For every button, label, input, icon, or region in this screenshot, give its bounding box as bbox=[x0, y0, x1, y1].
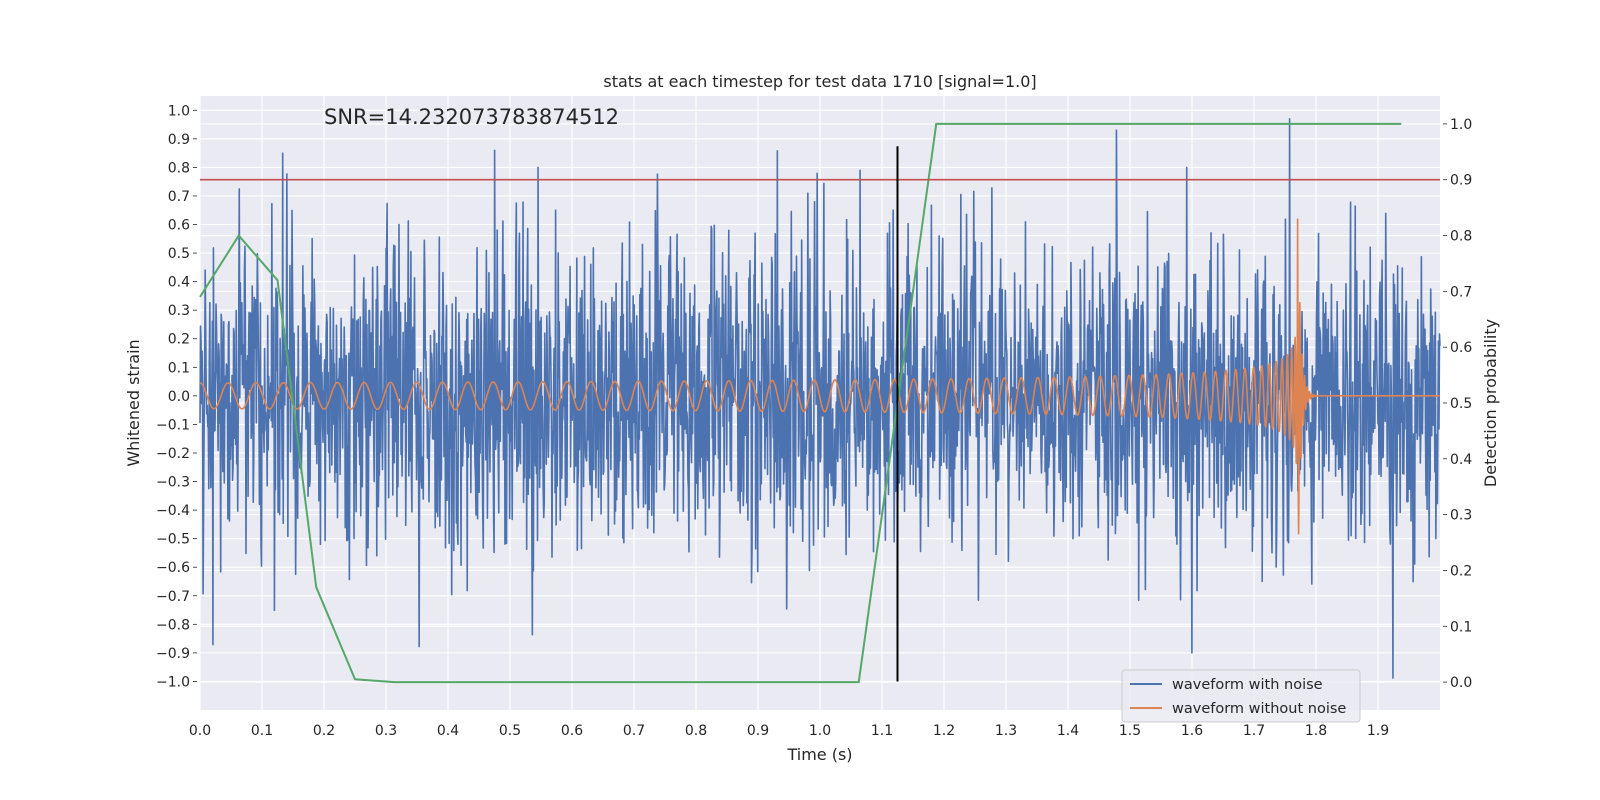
x-tick-label: 0.2 bbox=[313, 723, 335, 739]
y-tick-label-left: 0.4 bbox=[168, 275, 190, 291]
y-tick-label-left: −0.9 bbox=[156, 646, 190, 662]
y-tick-label-right: 0.8 bbox=[1450, 229, 1472, 245]
x-tick-label: 0.6 bbox=[561, 723, 583, 739]
legend-label-clean: waveform without noise bbox=[1172, 701, 1346, 717]
x-tick-label: 0.7 bbox=[623, 723, 645, 739]
y-tick-label-left: −0.3 bbox=[156, 475, 190, 491]
y-tick-label-left: −0.8 bbox=[156, 617, 190, 633]
waveform-without-noise-line bbox=[199, 218, 1441, 535]
series bbox=[199, 118, 1441, 684]
x-tick-label: 0.5 bbox=[499, 723, 521, 739]
y-tick-label-left: 0.8 bbox=[168, 160, 190, 176]
x-tick-label: 0.0 bbox=[189, 723, 211, 739]
y-tick-label-right: 1.0 bbox=[1450, 117, 1472, 133]
legend-label-noise: waveform with noise bbox=[1172, 677, 1323, 693]
legend-box bbox=[1121, 669, 1361, 723]
y-tick-label-left: −0.4 bbox=[156, 503, 190, 519]
x-axis-label: Time (s) bbox=[786, 745, 852, 764]
x-tick-label: 1.5 bbox=[1119, 723, 1141, 739]
y-tick-label-right: 0.5 bbox=[1450, 396, 1472, 412]
y-tick-label-left: 0.3 bbox=[168, 303, 190, 319]
y-tick-label-left: 1.0 bbox=[168, 103, 190, 119]
y-tick-label-right: 0.0 bbox=[1450, 675, 1472, 691]
y-tick-label-left: 0.9 bbox=[168, 132, 190, 148]
y-tick-label-right: 0.2 bbox=[1450, 563, 1472, 579]
y-tick-label-left: 0.7 bbox=[168, 189, 190, 205]
x-tick-label: 0.9 bbox=[747, 723, 769, 739]
x-tick-label: 0.3 bbox=[375, 723, 397, 739]
y-tick-label-left: 0.0 bbox=[168, 389, 190, 405]
chart-title: stats at each timestep for test data 171… bbox=[603, 72, 1036, 91]
y-tick-label-left: −0.5 bbox=[156, 532, 190, 548]
y-ticks-left: 1.0 0.9 0.8 0.7 0.6 0.5 0.4 0.3 0.2 0.1 0.0 −0.1 −0.… bbox=[156, 103, 197, 690]
y-tick-label-left: 0.5 bbox=[168, 246, 190, 262]
x-tick-label: 1.6 bbox=[1181, 723, 1203, 739]
x-tick-label: 0.4 bbox=[437, 723, 459, 739]
y-tick-label-left: −0.1 bbox=[156, 417, 190, 433]
y-tick-label-right: 0.9 bbox=[1450, 173, 1472, 189]
x-tick-label: 1.1 bbox=[871, 723, 893, 739]
y-axis-label-left: Whitened strain bbox=[124, 339, 143, 466]
x-tick-label: 1.0 bbox=[809, 723, 831, 739]
legend: waveform with noise waveform without noi… bbox=[1121, 669, 1361, 723]
x-tick-label: 1.9 bbox=[1367, 723, 1389, 739]
y-tick-label-right: 0.7 bbox=[1450, 284, 1472, 300]
y-tick-label-right: 0.4 bbox=[1450, 452, 1472, 468]
y-tick-label-left: −1.0 bbox=[156, 674, 190, 690]
x-tick-label: 1.7 bbox=[1243, 723, 1265, 739]
detection-probability-line bbox=[199, 122, 1402, 684]
y-tick-label-left: 0.1 bbox=[168, 360, 190, 376]
y-ticks-right: 1.0 0.9 0.8 0.7 0.6 0.5 0.4 0.3 0.2 0.1 0.0 bbox=[1443, 117, 1472, 691]
y-tick-label-left: 0.2 bbox=[168, 332, 190, 348]
x-tick-label: 0.1 bbox=[251, 723, 273, 739]
y-tick-label-right: 0.6 bbox=[1450, 340, 1472, 356]
y-tick-label-left: 0.6 bbox=[168, 218, 190, 234]
x-tick-label: 1.2 bbox=[933, 723, 955, 739]
x-tick-label: 0.8 bbox=[685, 723, 707, 739]
x-tick-label: 1.4 bbox=[1057, 723, 1079, 739]
snr-annotation: SNR=14.232073783874512 bbox=[324, 105, 619, 129]
x-tick-label: 1.8 bbox=[1305, 723, 1327, 739]
y-tick-label-left: −0.6 bbox=[156, 560, 190, 576]
y-tick-label-left: −0.2 bbox=[156, 446, 190, 462]
y-axis-label-right: Detection probability bbox=[1481, 319, 1500, 487]
y-tick-label-left: −0.7 bbox=[156, 589, 190, 605]
x-ticks: 0.0 0.1 0.2 0.3 0.4 0.5 0.6 0.7 0.8 0.9 1.0 1.1 1.2 1… bbox=[189, 723, 1389, 739]
x-tick-label: 1.3 bbox=[995, 723, 1017, 739]
y-tick-label-right: 0.1 bbox=[1450, 619, 1472, 635]
y-tick-label-right: 0.3 bbox=[1450, 508, 1472, 524]
